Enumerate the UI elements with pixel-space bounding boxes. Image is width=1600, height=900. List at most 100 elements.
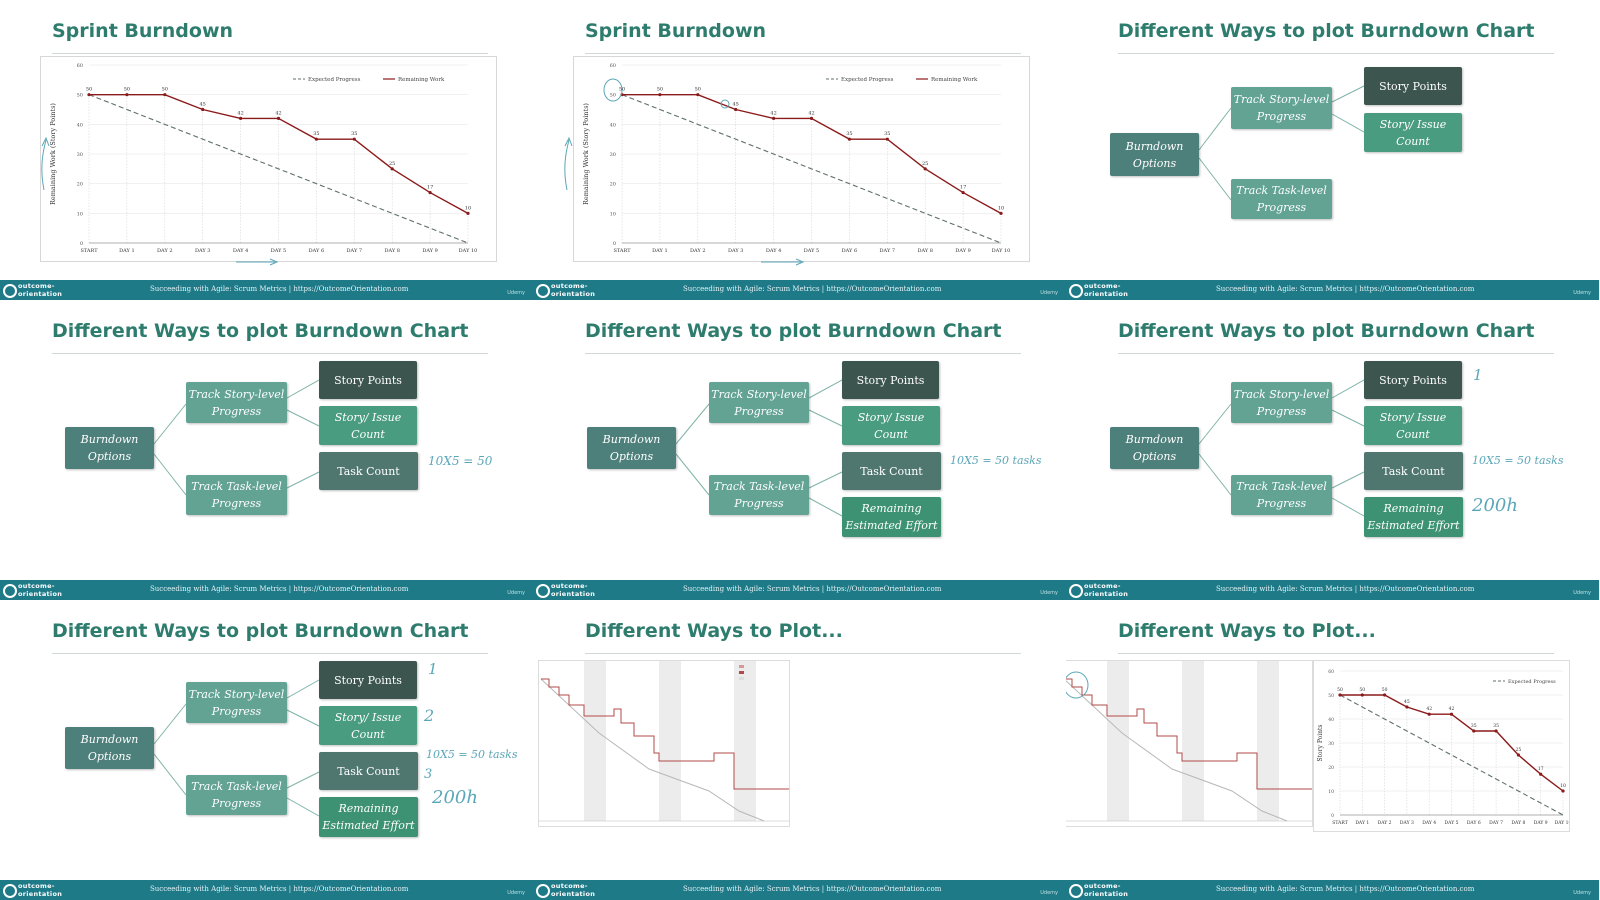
task-count-node[interactable]: Task Count xyxy=(319,452,418,490)
track-story-level-node[interactable]: Track Story-level Progress xyxy=(1231,87,1332,129)
data-label: 50 xyxy=(657,87,663,93)
story-issue-count-node[interactable]: Story/ Issue Count xyxy=(319,706,417,745)
logo-text: outcome- orientation xyxy=(1084,282,1129,298)
task-count-node[interactable]: Task Count xyxy=(319,752,418,790)
y-tick-label: 40 xyxy=(1328,717,1334,723)
story-points-node[interactable]: Story Points xyxy=(319,361,417,399)
slide-6[interactable]: Different Ways to plot Burndown Chart Bu… xyxy=(1066,300,1599,600)
track-story-level-node[interactable]: Track Story-level Progress xyxy=(186,382,287,423)
burndown-options-node[interactable]: Burndown Options xyxy=(65,427,154,469)
track-story-level-node[interactable]: Track Story-level Progress xyxy=(709,382,809,423)
task-count-node[interactable]: Task Count xyxy=(1364,452,1463,490)
tree-connectors xyxy=(153,679,320,817)
logo-circle-icon xyxy=(3,584,17,598)
logo-text: outcome- orientation xyxy=(18,282,63,298)
tree-connectors xyxy=(1198,85,1365,201)
y-tick-label: 20 xyxy=(610,182,616,188)
story-points-node[interactable]: Story Points xyxy=(1364,67,1462,105)
burndown-options-node[interactable]: Burndown Options xyxy=(65,727,154,769)
x-tick-label: DAY 8 xyxy=(384,248,400,254)
logo-text: outcome- orientation xyxy=(1084,882,1129,898)
data-label: 42 xyxy=(770,110,776,116)
burndown-options-node[interactable]: Burndown Options xyxy=(1110,427,1199,469)
slide-3[interactable]: Different Ways to plot Burndown Chart Bu… xyxy=(1066,0,1599,300)
title-divider xyxy=(1118,353,1554,354)
track-task-level-node[interactable]: Track Task-level Progress xyxy=(1231,475,1332,515)
jira-burndown-plot xyxy=(1066,661,1312,822)
footer-bar: outcome- orientation Succeeding with Agi… xyxy=(1066,580,1599,600)
data-point xyxy=(276,116,281,120)
story-points-node[interactable]: Story Points xyxy=(1364,361,1462,399)
data-label: 50 xyxy=(695,87,701,93)
remaining-effort-node[interactable]: Remaining Estimated Effort xyxy=(319,797,418,837)
track-task-level-node[interactable]: Track Task-level Progress xyxy=(186,775,287,815)
story-issue-count-node[interactable]: Story/ Issue Count xyxy=(1364,113,1462,152)
data-label: 50 xyxy=(162,87,168,93)
slide-9[interactable]: Different Ways to Plot... 0 10 20 30 40 50 60 S… xyxy=(1066,600,1599,900)
remaining-effort-node[interactable]: Remaining Estimated Effort xyxy=(842,497,941,537)
x-tick-label: DAY 4 xyxy=(1422,820,1436,826)
burndown-options-node[interactable]: Burndown Options xyxy=(1110,133,1199,176)
data-point xyxy=(809,116,814,120)
data-label: 50 xyxy=(86,87,92,93)
data-point xyxy=(923,167,927,171)
data-point xyxy=(1405,705,1409,709)
footer-text: Succeeding with Agile: Scrum Metrics | h… xyxy=(683,885,942,893)
x-tick-label: DAY 5 xyxy=(804,248,820,254)
track-story-level-node[interactable]: Track Story-level Progress xyxy=(186,682,287,723)
logo-circle-icon xyxy=(1069,284,1083,298)
y-tick-label: 0 xyxy=(1331,813,1334,819)
slide-5[interactable]: Different Ways to plot Burndown Chart Bu… xyxy=(533,300,1066,600)
handwritten-calculation: 10X5 = 50 xyxy=(428,454,493,468)
data-point xyxy=(1561,789,1565,793)
track-story-level-node[interactable]: Track Story-level Progress xyxy=(1231,382,1332,423)
data-label: 25 xyxy=(922,161,928,167)
series-line-expected-progress xyxy=(88,94,469,244)
logo-text: outcome- orientation xyxy=(1084,582,1129,598)
story-points-node[interactable]: Story Points xyxy=(842,361,939,399)
data-point xyxy=(390,167,394,171)
x-tick-label: DAY 5 xyxy=(1445,820,1459,826)
legend-label-expected: Expected Progress xyxy=(841,77,894,83)
data-point xyxy=(466,211,470,215)
story-issue-count-node[interactable]: Story/ Issue Count xyxy=(319,406,417,445)
slide-2[interactable]: Sprint Burndown 0 10 20 30 40 50 60 START DAY 1 D… xyxy=(533,0,1066,300)
burndown-options-node[interactable]: Burndown Options xyxy=(587,427,676,469)
logo: outcome- orientation xyxy=(3,882,65,898)
footer-text: Succeeding with Agile: Scrum Metrics | h… xyxy=(150,585,409,593)
x-tick-label: DAY 10 xyxy=(1555,820,1569,826)
task-count-node[interactable]: Task Count xyxy=(842,452,941,490)
footer-text: Succeeding with Agile: Scrum Metrics | h… xyxy=(683,285,942,293)
chart-legend: Expected Progress Remaining Work xyxy=(826,77,978,83)
story-issue-count-node[interactable]: Story/ Issue Count xyxy=(842,406,940,445)
data-label: 35 xyxy=(1471,723,1477,729)
remaining-effort-node[interactable]: Remaining Estimated Effort xyxy=(1364,497,1463,537)
slide-7[interactable]: Different Ways to plot Burndown Chart Bu… xyxy=(0,600,533,900)
data-label: 50 xyxy=(124,87,130,93)
data-label: 25 xyxy=(389,161,395,167)
footer-bar: outcome- orientation Succeeding with Agi… xyxy=(1066,280,1599,300)
x-tick-label: DAY 9 xyxy=(1534,820,1548,826)
slide-1[interactable]: Sprint Burndown 0 10 20 30 40 50 60 START DAY 1 D… xyxy=(0,0,533,300)
footer-text: Succeeding with Agile: Scrum Metrics | h… xyxy=(1216,885,1475,893)
track-task-level-node[interactable]: Track Task-level Progress xyxy=(1231,179,1332,219)
x-tick-label: DAY 4 xyxy=(766,248,782,254)
x-tick-label: DAY 1 xyxy=(119,248,134,254)
x-tick-label: DAY 10 xyxy=(459,248,478,254)
burndown-chart: 0 10 20 30 40 50 60 START DAY 1 DAY 2 DAY 3 DAY 4 DA… xyxy=(1317,669,1572,826)
handwritten-arrows xyxy=(41,136,279,266)
logo-circle-icon xyxy=(536,884,550,898)
track-task-level-node[interactable]: Track Task-level Progress xyxy=(186,475,287,515)
story-issue-count-node[interactable]: Story/ Issue Count xyxy=(1364,406,1462,445)
slide-8[interactable]: Different Ways to Plot... outcome- orien… xyxy=(533,600,1066,900)
footer-text: Succeeding with Agile: Scrum Metrics | h… xyxy=(150,285,409,293)
track-task-level-node[interactable]: Track Task-level Progress xyxy=(709,475,809,515)
story-points-node[interactable]: Story Points xyxy=(319,661,417,699)
y-axis-label: Remaining Work (Story Points) xyxy=(49,103,57,205)
tree-connectors xyxy=(153,379,320,496)
y-tick-label: 50 xyxy=(77,93,83,99)
data-label: 35 xyxy=(351,131,357,137)
y-tick-label: 60 xyxy=(1328,669,1334,675)
burndown-chart-frame: 0 10 20 30 40 50 60 START DAY 1 DAY 2 DAY 3 DAY 4 DA… xyxy=(573,56,1030,262)
slide-4[interactable]: Different Ways to plot Burndown Chart Bu… xyxy=(0,300,533,600)
